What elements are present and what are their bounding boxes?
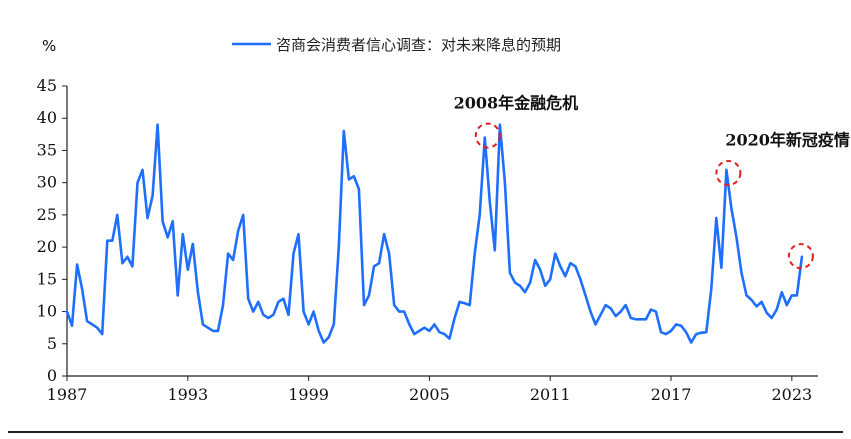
x-tick-label: 2005 bbox=[409, 385, 450, 404]
y-tick-label: 15 bbox=[37, 269, 57, 288]
axes: 0 5 10 15 20 25 30 35 40 45% 1987 1993 1999 2005 2011 2… bbox=[37, 37, 818, 404]
x-tick-label: 1999 bbox=[288, 385, 329, 404]
legend: 咨商会消费者信心调查：对未来降息的预期 bbox=[232, 36, 561, 54]
x-tick-label: 1993 bbox=[167, 385, 208, 404]
y-tick-label: 45 bbox=[37, 76, 57, 95]
legend-label: 咨商会消费者信心调查：对未来降息的预期 bbox=[276, 36, 561, 54]
series-line bbox=[65, 123, 804, 344]
y-tick-label: 10 bbox=[37, 302, 57, 321]
y-axis-unit: % bbox=[42, 37, 56, 55]
annotation-circle bbox=[474, 122, 501, 149]
x-tick-label: 2011 bbox=[530, 385, 571, 404]
x-tick-label: 2023 bbox=[771, 385, 812, 404]
y-tick-label: 25 bbox=[37, 205, 57, 224]
x-tick-label: 1987 bbox=[47, 385, 88, 404]
annotations: 2008年金融危机 2020年新冠疫情 bbox=[454, 94, 850, 270]
y-tick-label: 20 bbox=[37, 237, 57, 256]
series-layer bbox=[65, 123, 804, 344]
y-tick-label: 0 bbox=[47, 366, 57, 385]
annotation-circle bbox=[787, 243, 814, 270]
x-tick-label: 2017 bbox=[651, 385, 692, 404]
annotation-label: 2008年金融危机 bbox=[454, 94, 579, 113]
annotation-circle bbox=[715, 160, 742, 186]
y-tick-label: 30 bbox=[37, 173, 57, 192]
y-tick-label: 35 bbox=[37, 140, 57, 159]
annotation-label: 2020年新冠疫情 bbox=[725, 130, 850, 149]
y-tick-label: 40 bbox=[37, 108, 57, 127]
y-tick-label: 5 bbox=[47, 334, 57, 353]
